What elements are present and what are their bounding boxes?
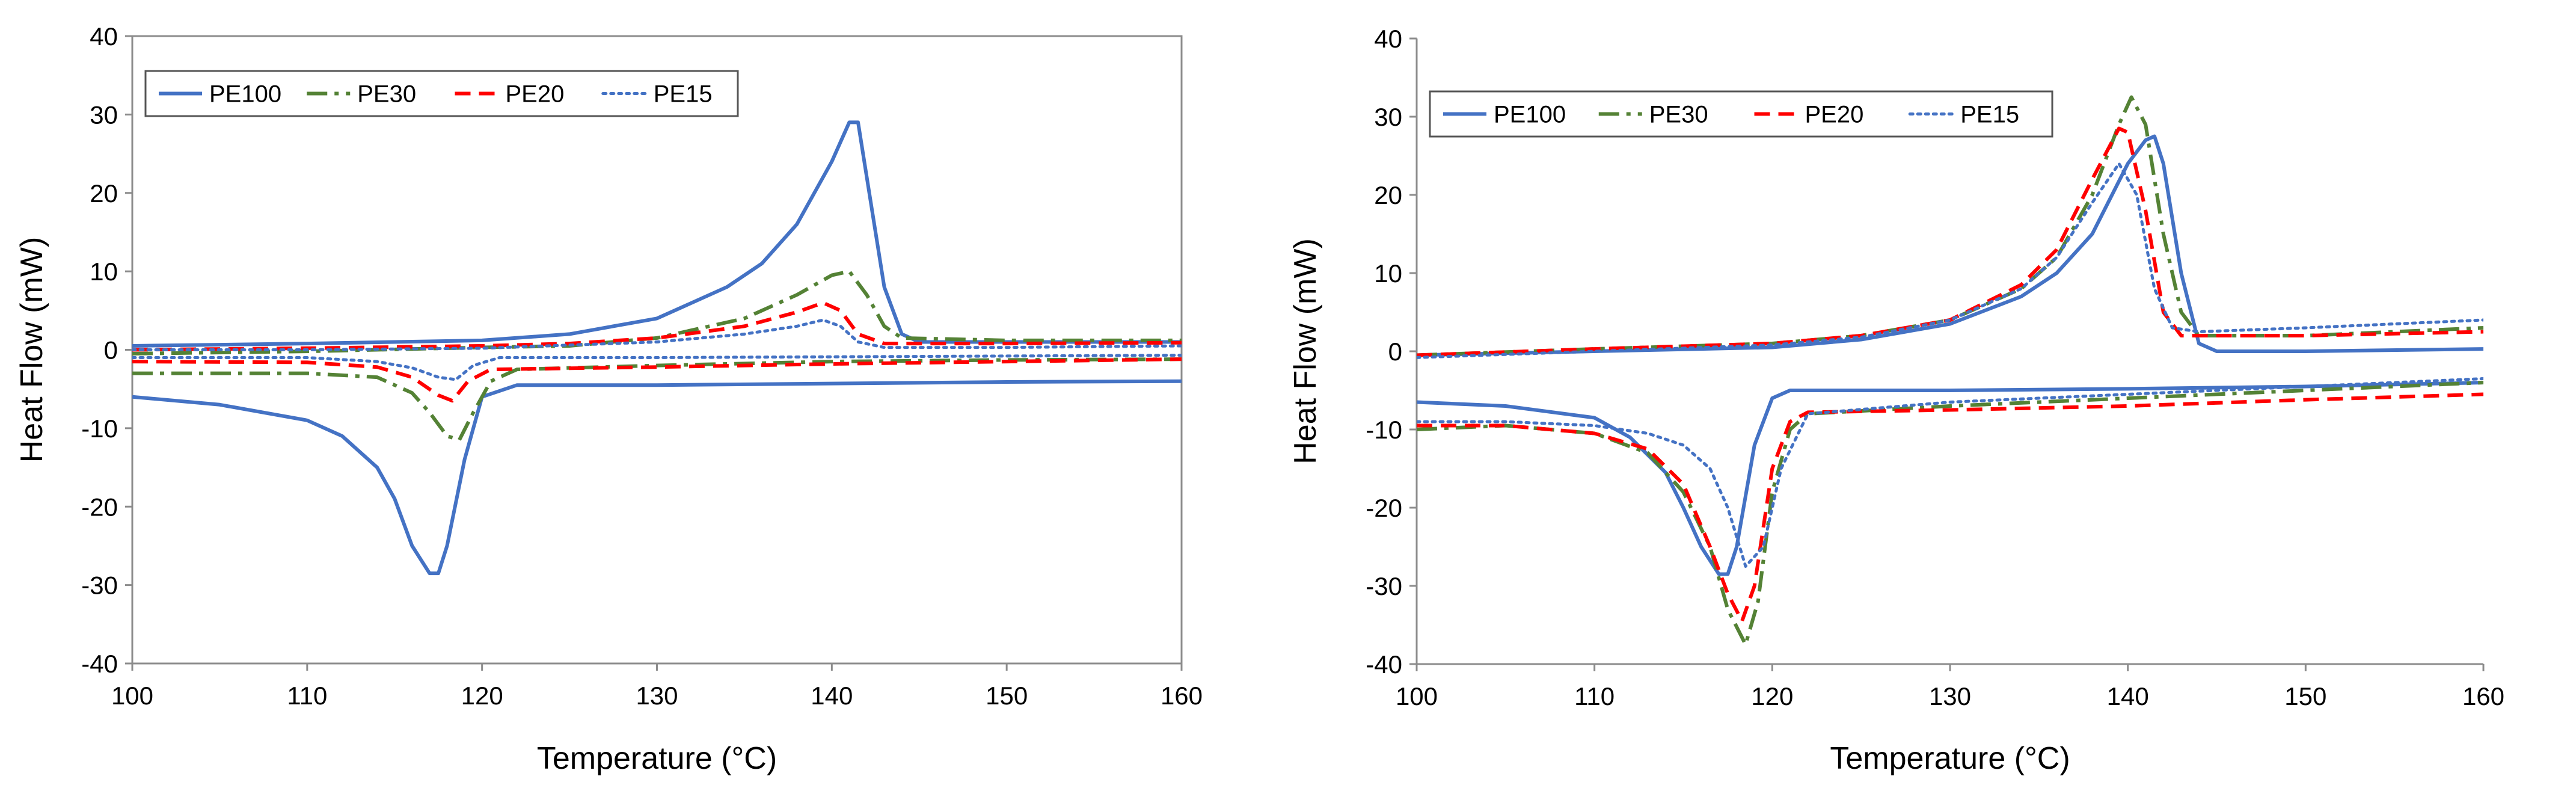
y-tick-label: -10 (81, 414, 118, 443)
y-tick-label: -20 (81, 493, 118, 521)
y-axis-title: Heat Flow (mW) (1288, 238, 1323, 464)
x-tick-label: 130 (636, 682, 678, 710)
series-pe30-cooling-curve (132, 357, 1182, 442)
y-tick-label: -40 (81, 650, 118, 678)
series-pe15-cooling-curve (132, 354, 1182, 381)
legend-label-pe100: PE100 (1494, 102, 1566, 128)
y-tick-label: 10 (90, 257, 118, 286)
x-tick-label: 100 (111, 682, 153, 710)
right-chart-panel: 40 30 20 10 0 -10 -20 -30 -40 100 110 120 130 140 150 1… (1281, 0, 2576, 794)
y-tick-label: -20 (1366, 494, 1402, 522)
x-tick-label: 100 (1396, 682, 1438, 710)
legend-label-pe15: PE15 (654, 81, 713, 108)
series-pe30-cooling-curve (1417, 381, 2483, 647)
legend-label-pe20: PE20 (1805, 102, 1864, 128)
series-pe100-heating-curve (1417, 134, 2483, 357)
legend-label-pe15: PE15 (1960, 102, 2019, 128)
x-tick-label: 120 (461, 682, 503, 710)
legend-label-pe30: PE30 (357, 81, 416, 108)
y-tick-label: 40 (90, 22, 118, 51)
series-pe15-heating-curve (132, 318, 1182, 351)
y-tick-label: -40 (1366, 650, 1402, 679)
y-tick-label: 20 (90, 179, 118, 208)
x-tick-label: 160 (2462, 682, 2504, 710)
legend: PE100 PE30 PE20 PE15 (144, 70, 739, 117)
series-pe20-cooling-curve (132, 357, 1182, 403)
x-axis-title: Temperature (°C) (537, 741, 777, 776)
series-pe15-cooling-curve (1417, 377, 2483, 568)
x-tick-label: 150 (2284, 682, 2326, 710)
series-pe20-heating-curve (132, 301, 1182, 352)
y-tick-label: 0 (1388, 337, 1402, 366)
y-tick-label: 10 (1374, 259, 1402, 288)
y-tick-label: 40 (1374, 25, 1402, 53)
legend-label-pe30: PE30 (1649, 102, 1708, 128)
y-tick-label: -10 (1366, 416, 1402, 444)
x-axis-title: Temperature (°C) (1830, 741, 2070, 776)
x-tick-label: 160 (1161, 682, 1203, 710)
legend-label-pe100: PE100 (209, 81, 281, 108)
y-tick-label: -30 (1366, 572, 1402, 600)
legend-box (144, 70, 739, 117)
y-tick-label: -30 (81, 571, 118, 600)
y-axis-title: Heat Flow (mW) (14, 237, 49, 463)
x-tick-label: 110 (1574, 682, 1615, 710)
x-tick-label: 140 (2107, 682, 2149, 710)
series-pe100-cooling-curve (132, 379, 1182, 576)
x-tick-label: 130 (1929, 682, 1971, 710)
y-tick-label: 0 (104, 336, 118, 365)
y-tick-label: 30 (90, 100, 118, 129)
x-tick-label: 110 (287, 682, 327, 710)
series-pe15-heating-curve (1417, 162, 2483, 359)
x-tick-label: 140 (811, 682, 853, 710)
y-tick-label: 20 (1374, 181, 1402, 209)
series-pe100-heating-curve (132, 120, 1182, 348)
y-tick-label: 30 (1374, 103, 1402, 131)
x-tick-label: 120 (1751, 682, 1793, 710)
left-chart-panel: 40 30 20 10 0 -10 -20 -30 -40 100 110 120 130 140 150 1… (0, 0, 1281, 794)
legend-label-pe20: PE20 (506, 81, 565, 108)
series-pe100-cooling-curve (1417, 381, 2483, 576)
x-tick-label: 150 (986, 682, 1028, 710)
series-pe20-heating-curve (1417, 126, 2483, 357)
legend: PE100 PE30 PE20 PE15 (1429, 90, 2053, 138)
series-pe20-cooling-curve (1417, 392, 2483, 623)
